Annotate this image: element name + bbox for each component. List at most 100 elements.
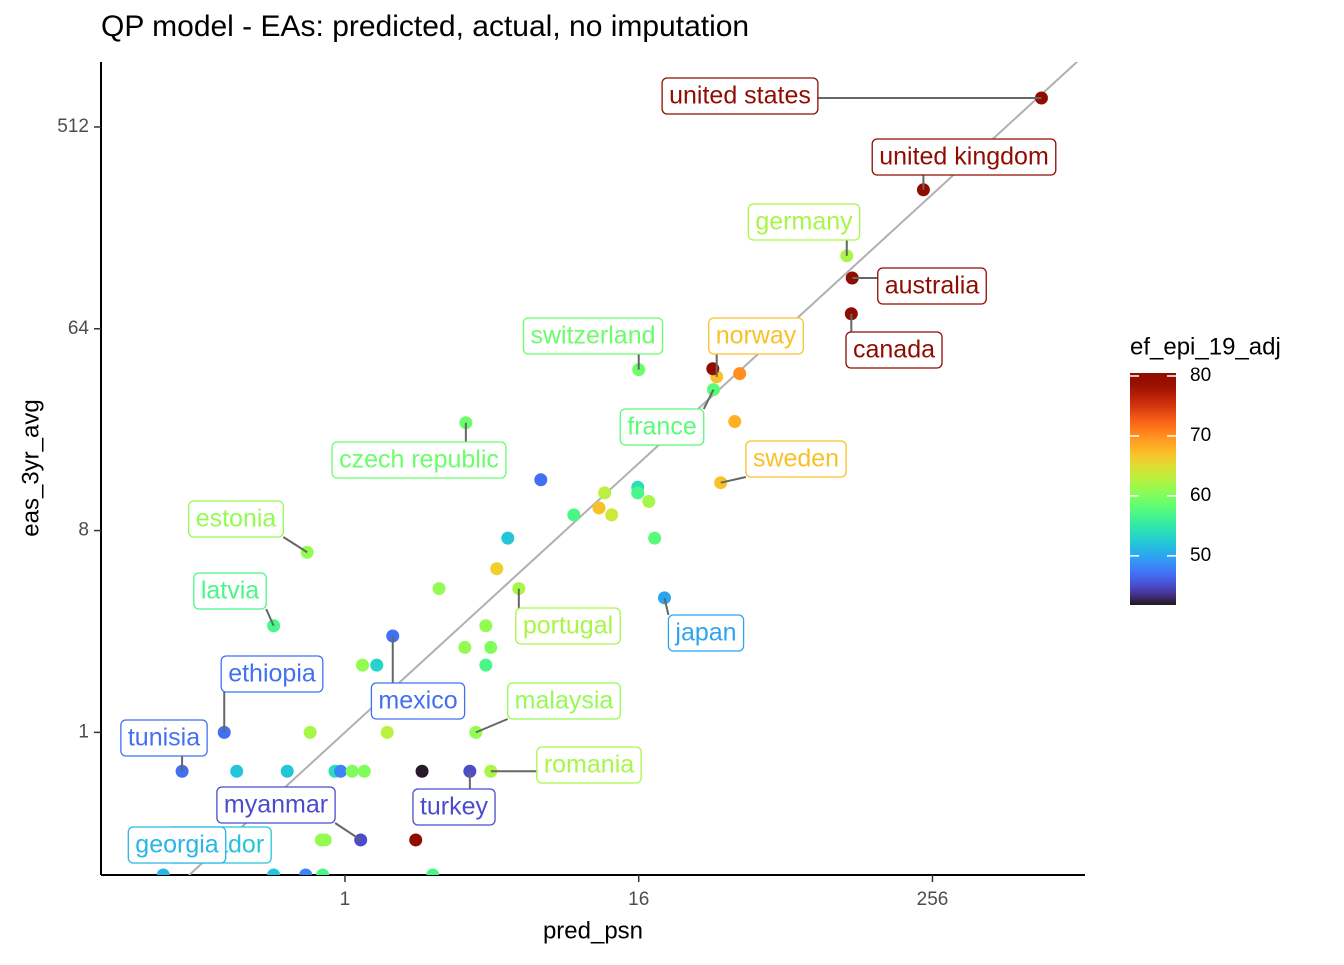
point bbox=[648, 531, 662, 545]
label-box bbox=[845, 331, 943, 369]
label-text: japan bbox=[674, 619, 736, 647]
point-label: estonia bbox=[188, 500, 308, 554]
point-label: romania bbox=[490, 746, 642, 784]
point bbox=[334, 764, 348, 778]
x-tick-label: 16 bbox=[628, 889, 649, 910]
point-label: tunisia bbox=[120, 719, 208, 772]
point bbox=[345, 764, 359, 778]
label-text: czech republic bbox=[339, 446, 499, 474]
label-box bbox=[667, 614, 745, 652]
label-box bbox=[220, 655, 324, 693]
point bbox=[432, 582, 446, 596]
label-text: portugal bbox=[523, 612, 613, 640]
point bbox=[631, 486, 645, 500]
leader-line bbox=[475, 718, 509, 734]
label-box bbox=[745, 440, 847, 478]
point-label: portugal bbox=[515, 588, 621, 645]
label-box bbox=[522, 317, 664, 355]
label-text: turkey bbox=[420, 793, 489, 821]
x-tick-label: 256 bbox=[917, 889, 949, 910]
colorbar bbox=[1130, 373, 1176, 605]
label-text: france bbox=[627, 413, 696, 441]
leader-line bbox=[720, 476, 747, 484]
point bbox=[156, 868, 170, 875]
point-label: germany bbox=[747, 203, 861, 256]
point bbox=[567, 508, 581, 522]
labels: united states united kingdom germany austra… bbox=[120, 77, 1057, 864]
label-box bbox=[370, 682, 466, 720]
label-text: malaysia bbox=[515, 687, 614, 715]
label-box bbox=[193, 572, 267, 610]
point bbox=[316, 868, 330, 875]
y-tick-label: 1 bbox=[78, 721, 89, 742]
label-text: estonia bbox=[196, 505, 277, 533]
point bbox=[592, 501, 606, 515]
point bbox=[426, 868, 440, 875]
point bbox=[380, 725, 394, 739]
label-text: tunisia bbox=[128, 724, 200, 752]
point-label: myanmar bbox=[216, 786, 362, 841]
point bbox=[355, 658, 369, 672]
label-box bbox=[619, 408, 705, 446]
point bbox=[598, 486, 612, 500]
point bbox=[479, 619, 493, 633]
point bbox=[318, 833, 332, 847]
label-text: united kingdom bbox=[879, 143, 1049, 171]
point bbox=[733, 367, 747, 381]
point-label: malaysia bbox=[475, 682, 621, 734]
colorbar-tick-label: 70 bbox=[1190, 425, 1211, 446]
label-text: mexico bbox=[378, 687, 457, 715]
point bbox=[280, 764, 294, 778]
point-label: canada bbox=[845, 313, 943, 369]
label-text: myanmar bbox=[224, 791, 328, 819]
point bbox=[490, 562, 504, 576]
point-label: ethiopia bbox=[220, 655, 324, 733]
point-label: mexico bbox=[370, 635, 466, 720]
y-tick-label: 8 bbox=[78, 520, 89, 541]
point-label: turkey bbox=[412, 771, 496, 826]
label-box bbox=[871, 138, 1057, 176]
label-box bbox=[877, 267, 987, 305]
point-label: latvia bbox=[193, 572, 275, 627]
point-label: australia bbox=[852, 267, 987, 305]
point bbox=[605, 508, 619, 522]
label-box bbox=[708, 317, 804, 355]
leader-line bbox=[282, 536, 308, 554]
label-text: united states bbox=[669, 82, 811, 110]
point bbox=[370, 658, 384, 672]
colorbar-tick-label: 50 bbox=[1190, 545, 1211, 566]
point-label: switzerland bbox=[522, 317, 664, 370]
point-label: france bbox=[619, 389, 715, 446]
label-text: romania bbox=[544, 751, 634, 779]
label-box bbox=[216, 786, 336, 824]
label-text: canada bbox=[853, 336, 935, 364]
point-label: norway bbox=[708, 317, 804, 377]
point bbox=[230, 764, 244, 778]
y-axis-title: eas_3yr_avg bbox=[17, 399, 44, 536]
label-text: switzerland bbox=[530, 322, 655, 350]
point bbox=[458, 640, 472, 654]
x-tick-label: 1 bbox=[340, 889, 351, 910]
point bbox=[303, 725, 317, 739]
point bbox=[267, 868, 281, 875]
label-box bbox=[127, 826, 227, 864]
point-label: japan bbox=[663, 597, 745, 652]
point-label: czech republic bbox=[331, 422, 507, 479]
label-text: australia bbox=[885, 272, 980, 300]
label-text: germany bbox=[755, 208, 853, 236]
leader-line bbox=[334, 822, 362, 841]
label-box bbox=[507, 682, 621, 720]
point bbox=[642, 494, 656, 508]
label-box bbox=[120, 719, 208, 757]
label-text: latvia bbox=[201, 577, 259, 605]
label-text: georgia bbox=[135, 831, 218, 859]
point bbox=[299, 868, 313, 875]
point bbox=[409, 833, 423, 847]
point bbox=[728, 415, 742, 429]
label-box bbox=[536, 746, 642, 784]
x-axis-title: pred_psn bbox=[543, 917, 643, 944]
point bbox=[501, 531, 515, 545]
point bbox=[357, 764, 371, 778]
point-label: georgia bbox=[127, 826, 227, 864]
colorbar-title: ef_epi_19_adj bbox=[1130, 333, 1281, 360]
